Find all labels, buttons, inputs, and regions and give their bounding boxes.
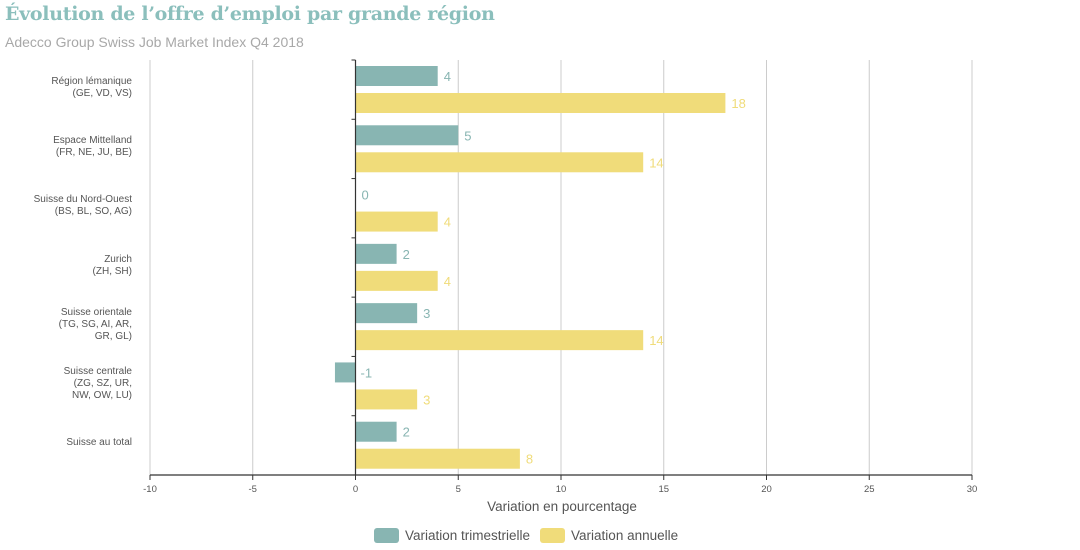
x-tick-label: -5 xyxy=(248,484,257,495)
x-tick-label: 25 xyxy=(863,484,875,495)
chart-title: Évolution de l’offre d’emploi par grande… xyxy=(5,3,495,25)
legend-swatch-annual xyxy=(540,528,566,543)
bar[interactable] xyxy=(334,362,356,383)
bar-value-label: 3 xyxy=(423,392,430,407)
legend-swatch-quarterly xyxy=(374,528,399,543)
category-label: Suisse centrale (ZG, SZ, UR, NW, OW, LU) xyxy=(63,366,132,402)
x-tick-label: -10 xyxy=(143,484,157,495)
x-tick-label: 0 xyxy=(352,484,359,495)
x-tick-label: 20 xyxy=(761,484,772,495)
category-label: Zurich (ZH, SH) xyxy=(92,253,132,277)
category-label: Espace Mittelland (FR, NE, JU, BE) xyxy=(53,134,132,158)
legend-item-quarterly[interactable]: Variation trimestrielle xyxy=(374,528,530,543)
x-tick-label: 5 xyxy=(455,484,461,495)
x-tick-label: 30 xyxy=(966,484,978,495)
bar-value-label: 2 xyxy=(403,247,410,262)
bar[interactable] xyxy=(355,330,644,351)
category-label: Région lémanique (GE, VD, VS) xyxy=(51,75,132,99)
bar-value-label: 4 xyxy=(444,215,451,230)
bar-value-label: 4 xyxy=(444,274,451,289)
x-tick-label: 10 xyxy=(555,484,567,495)
bar[interactable] xyxy=(355,421,397,442)
bar-value-label: 5 xyxy=(464,128,471,143)
bar[interactable] xyxy=(355,66,438,86)
category-label: Suisse au total xyxy=(66,437,132,449)
bar-value-label: 8 xyxy=(526,452,533,467)
bar-value-label: 14 xyxy=(649,333,663,348)
bar-value-label: 0 xyxy=(362,188,369,203)
bar[interactable] xyxy=(355,243,397,264)
legend-label-annual: Variation annuelle xyxy=(571,528,679,543)
chart-subtitle: Adecco Group Swiss Job Market Index Q4 2… xyxy=(5,34,304,50)
bar[interactable] xyxy=(355,303,418,324)
bar-value-label: -1 xyxy=(361,365,373,380)
legend-item-annual[interactable]: Variation annuelle xyxy=(540,528,678,543)
bar[interactable] xyxy=(355,152,644,173)
category-label: Suisse orientale (TG, SG, AI, AR, GR, GL… xyxy=(58,306,132,342)
bar[interactable] xyxy=(355,389,418,410)
bar-value-label: 18 xyxy=(731,96,745,111)
bar[interactable] xyxy=(355,448,520,469)
legend-label-quarterly: Variation trimestrielle xyxy=(405,528,531,543)
x-tick-label: 15 xyxy=(658,484,670,495)
legend: Variation trimestrielle Variation annuel… xyxy=(374,528,688,543)
category-label: Suisse du Nord-Ouest (BS, BL, SO, AG) xyxy=(33,194,132,218)
bar[interactable] xyxy=(355,93,726,113)
bar[interactable] xyxy=(355,211,438,232)
bar-value-label: 2 xyxy=(403,425,410,440)
bar-value-label: 3 xyxy=(423,306,430,321)
bar[interactable] xyxy=(355,125,459,146)
x-axis-title: Variation en pourcentage xyxy=(487,499,637,514)
bar-value-label: 4 xyxy=(444,69,451,84)
bar[interactable] xyxy=(355,270,438,291)
bar-value-label: 14 xyxy=(649,155,663,170)
